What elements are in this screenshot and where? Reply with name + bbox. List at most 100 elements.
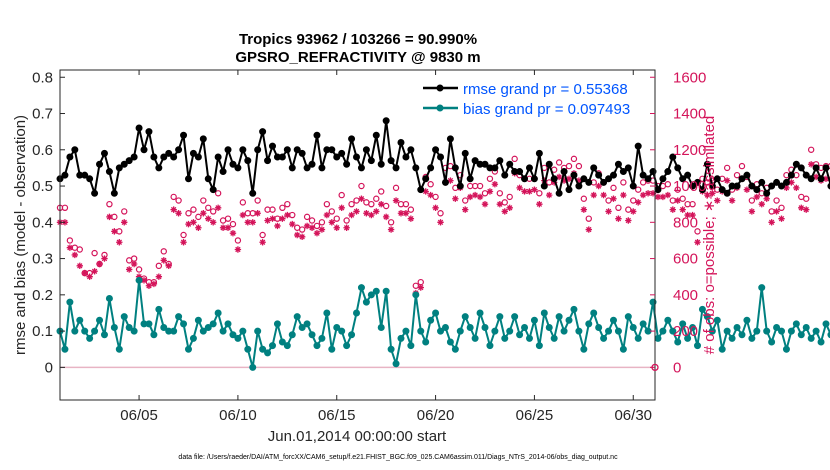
assimilated-obs-point: [471, 191, 479, 199]
rmse-point: [659, 175, 667, 183]
rmse-point: [244, 157, 252, 165]
assimilated-obs-point: [121, 219, 128, 226]
assimilated-obs-point: [96, 260, 103, 268]
bias-point: [66, 298, 74, 306]
possible-obs-point: [318, 219, 326, 226]
bias-point: [303, 320, 311, 328]
possible-obs-point: [486, 175, 494, 182]
possible-obs-point: [368, 200, 375, 208]
bias-point: [619, 345, 627, 353]
x-axis-label: Jun.01,2014 00:00:00 start: [268, 428, 447, 445]
rmse-point: [170, 153, 178, 161]
assimilated-obs-point: [373, 208, 380, 215]
possible-obs-point: [205, 204, 212, 212]
possible-obs-point: [610, 184, 617, 192]
bias-point: [214, 309, 222, 317]
bias-point: [86, 334, 94, 342]
assimilated-obs-point: [81, 269, 88, 277]
assimilated-obs-point: [244, 219, 251, 226]
assimilated-obs-point: [185, 220, 192, 228]
bias-point: [763, 327, 771, 335]
plot-area: [56, 117, 830, 371]
bias-point: [417, 327, 425, 335]
possible-obs-point: [254, 197, 261, 204]
possible-obs-point: [634, 186, 642, 193]
rmse-point: [827, 182, 830, 190]
possible-obs-point: [348, 200, 355, 208]
bias-point: [812, 327, 820, 335]
rmse-point: [753, 186, 761, 194]
possible-obs-point: [565, 162, 573, 170]
legend-rmse-marker: [436, 84, 444, 92]
assimilated-obs-point: [560, 177, 568, 184]
assimilated-obs-point: [348, 211, 355, 219]
rmse-point: [614, 160, 622, 168]
assimilated-obs-point: [694, 239, 701, 246]
possible-obs-point: [496, 190, 504, 197]
rmse-point: [555, 189, 563, 197]
assimilated-obs-point: [155, 273, 163, 280]
rmse-point: [481, 160, 489, 168]
y-right-tick-label: 800: [673, 214, 698, 231]
possible-obs-point: [121, 208, 128, 215]
assimilated-obs-point: [743, 186, 751, 193]
bias-point: [659, 327, 667, 335]
rmse-point: [797, 164, 805, 172]
assimilated-obs-point: [595, 182, 602, 190]
assimilated-obs-point: [318, 226, 326, 233]
rmse-point: [748, 182, 756, 190]
rmse-point: [96, 160, 104, 168]
assimilated-obs-point: [679, 206, 686, 213]
bias-point: [387, 345, 395, 353]
assimilated-obs-point: [111, 228, 118, 235]
rmse-point: [595, 171, 603, 179]
bias-point: [91, 327, 99, 335]
y-left-tick-label: 0.6: [32, 142, 53, 159]
assimilated-obs-point: [71, 251, 79, 259]
assimilated-obs-point: [575, 177, 583, 184]
bias-point: [199, 327, 207, 335]
bias-point: [180, 320, 188, 328]
assimilated-obs-point: [812, 173, 820, 181]
bias-point: [773, 323, 781, 331]
assimilated-obs-point: [466, 193, 474, 201]
bias-point: [550, 334, 558, 342]
bias-point: [471, 334, 479, 342]
rmse-point: [763, 189, 771, 197]
bias-line: [59, 280, 830, 368]
bias-point: [501, 334, 509, 342]
possible-obs-point: [185, 210, 192, 217]
bias-point: [540, 309, 548, 317]
bias-point: [451, 345, 459, 353]
bias-point: [634, 334, 642, 342]
bias-point: [402, 327, 410, 335]
rmse-point: [184, 175, 192, 183]
possible-obs-point: [778, 204, 785, 212]
assimilated-obs-point: [590, 191, 597, 199]
rmse-point: [437, 153, 445, 161]
rmse-point: [199, 135, 207, 143]
rmse-point: [451, 164, 459, 172]
possible-obs-point: [803, 195, 810, 202]
rmse-point: [565, 186, 573, 194]
bias-point: [318, 334, 326, 342]
rmse-line: [59, 120, 830, 197]
possible-obs-point: [555, 159, 563, 166]
bias-point: [580, 345, 588, 353]
bias-point: [461, 313, 469, 321]
bias-point: [184, 345, 192, 353]
y-right-tick-label: 1400: [673, 106, 706, 123]
rmse-point: [100, 149, 108, 157]
assimilated-obs-point: [644, 190, 652, 197]
possible-obs-point: [580, 195, 588, 202]
rmse-point: [427, 164, 435, 172]
rmse-point: [773, 178, 781, 186]
chart-title-line1: Tropics 93962 / 103266 = 90.990%: [239, 31, 477, 48]
possible-obs-point: [155, 262, 163, 270]
rmse-point: [446, 135, 454, 143]
assimilated-obs-point: [793, 184, 800, 192]
assimilated-obs-point: [209, 219, 217, 226]
rmse-point: [189, 149, 197, 157]
assimilated-obs-point: [254, 210, 261, 217]
bias-point: [694, 342, 701, 350]
